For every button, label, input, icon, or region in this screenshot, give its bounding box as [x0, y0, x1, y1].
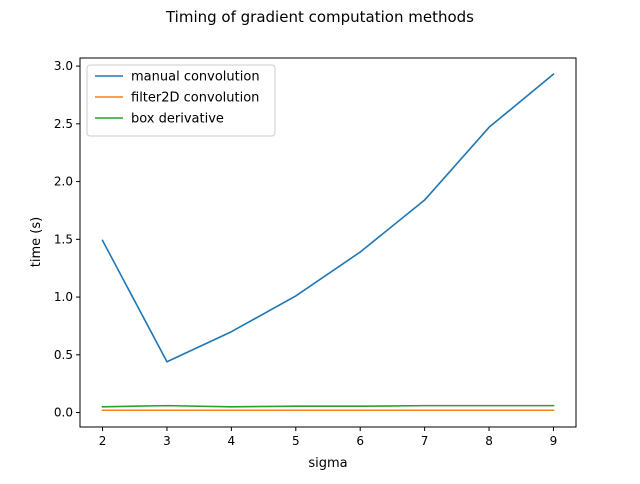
x-tick-label: 8 — [485, 434, 493, 448]
legend-box — [86, 64, 276, 137]
y-axis-ticks: 0.0 0.5 1.0 1.5 2.0 2.5 3.0 — [54, 59, 80, 420]
y-tick-label: 0.0 — [54, 406, 73, 420]
x-tick-label: 2 — [99, 434, 107, 448]
legend: manual convolution filter2D convolution bo… — [86, 64, 276, 137]
x-tick-label: 6 — [356, 434, 364, 448]
x-axis-label: sigma — [308, 456, 347, 471]
y-tick-label: 2.5 — [54, 117, 73, 131]
y-tick-label: 1.5 — [54, 232, 73, 246]
x-tick-label: 3 — [163, 434, 171, 448]
legend-label: filter2D convolution — [131, 91, 259, 106]
x-axis-ticks: 2 3 4 5 6 7 8 9 — [99, 427, 558, 448]
y-tick-label: 1.0 — [54, 290, 73, 304]
y-tick-label: 2.0 — [54, 175, 73, 189]
x-tick-label: 7 — [421, 434, 429, 448]
y-tick-label: 3.0 — [54, 59, 73, 73]
x-tick-label: 5 — [292, 434, 300, 448]
legend-label: box derivative — [131, 112, 224, 127]
axes-frame — [79, 57, 577, 428]
series-line-1 — [101, 73, 555, 363]
y-axis-label: time (s) — [29, 217, 44, 267]
plot-area — [101, 73, 555, 412]
series-line-3 — [101, 404, 555, 408]
chart-title: Timing of gradient computation methods — [165, 8, 474, 26]
x-tick-label: 4 — [228, 434, 236, 448]
x-tick-label: 9 — [550, 434, 558, 448]
y-tick-label: 0.5 — [54, 348, 73, 362]
legend-label: manual convolution — [131, 70, 260, 85]
